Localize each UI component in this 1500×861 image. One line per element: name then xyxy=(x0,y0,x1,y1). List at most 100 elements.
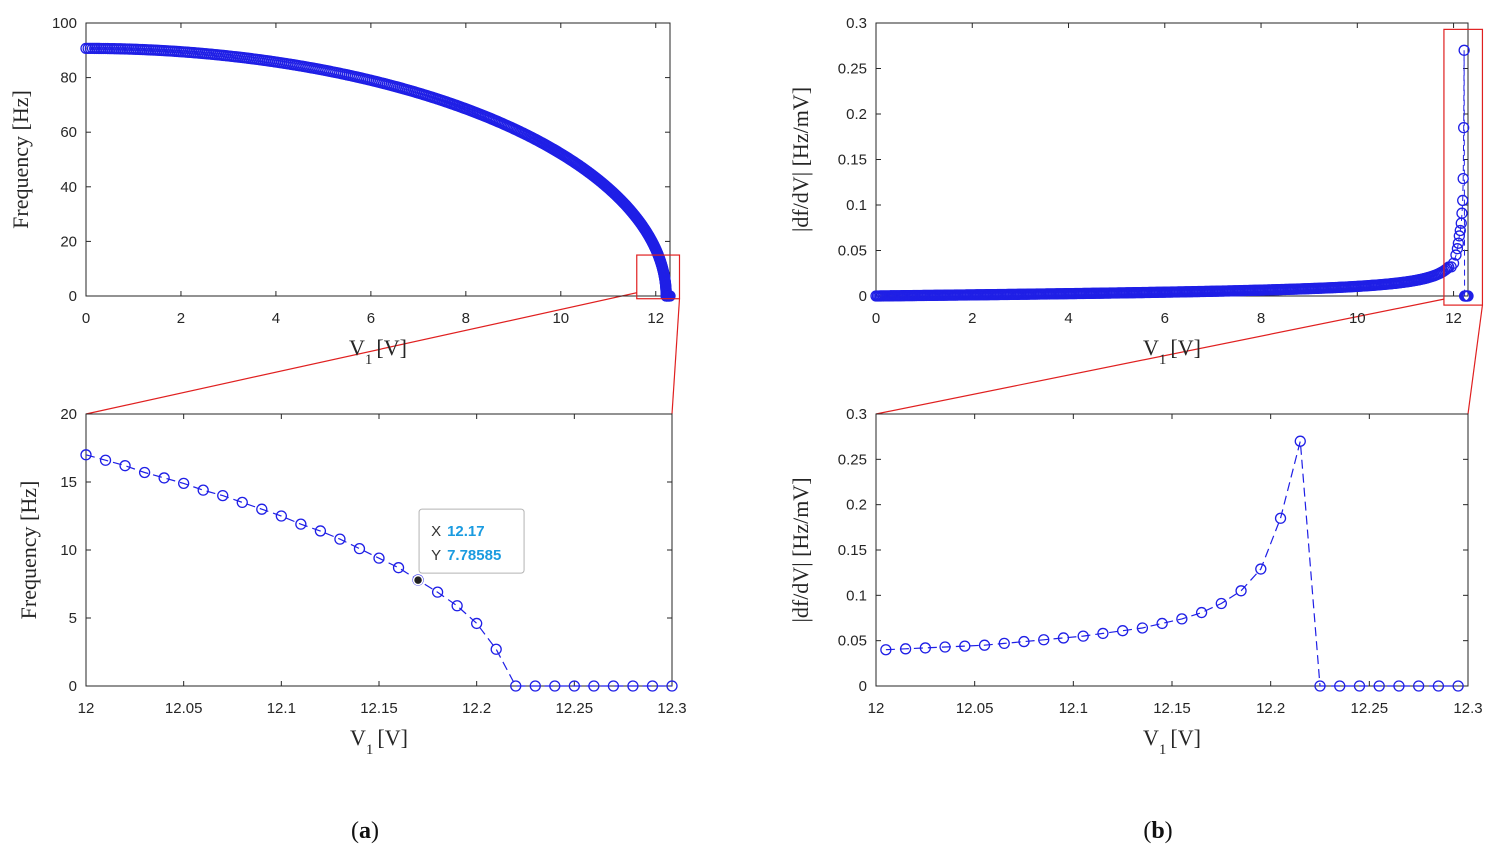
x-tick-label: 12.25 xyxy=(556,700,594,717)
data-point xyxy=(471,617,483,630)
series-b-zoom xyxy=(880,435,1464,692)
y-tick-label: 20 xyxy=(60,406,77,423)
x-axis-label-a-zoom: V1 [V] xyxy=(350,725,408,758)
x-tick-label: 12.1 xyxy=(1059,700,1088,717)
x-tick-label: 12 xyxy=(78,700,95,717)
x-tick-label: 6 xyxy=(1161,310,1169,327)
data-point xyxy=(1451,243,1464,255)
data-point xyxy=(1456,207,1468,219)
chart-b-top: 0 2 4 6 8 10 12 0 0.05 0.1 0.15 0.2 0.25 0.3 |df/dV| … xyxy=(788,15,1484,368)
plot-area-b-zoom xyxy=(875,413,1469,687)
data-point xyxy=(666,680,678,692)
x-axis-label-b-top: V1 [V] xyxy=(1143,335,1201,368)
data-point xyxy=(236,496,248,509)
x-tick-label: 12 xyxy=(868,700,885,717)
data-point xyxy=(1452,680,1464,692)
ticks-a-zoom: 12 12.05 12.1 12.15 12.2 12.25 12.3 0 5 10 15 20 xyxy=(60,406,686,717)
data-point xyxy=(568,680,580,692)
y-tick-label: 0 xyxy=(859,288,867,305)
series-line xyxy=(85,454,672,687)
zoom-box xyxy=(1443,28,1484,306)
data-point xyxy=(431,586,444,598)
x-tick-label: 12.1 xyxy=(267,700,296,717)
data-point xyxy=(1294,435,1306,447)
zoom-connector xyxy=(85,292,637,415)
data-point xyxy=(158,472,170,484)
data-point xyxy=(1057,632,1070,644)
data-point xyxy=(529,680,541,692)
y-tick-label: 0.25 xyxy=(838,451,867,468)
data-point xyxy=(1255,563,1267,575)
x-tick-label: 2 xyxy=(968,310,976,327)
y-tick-label: 0.2 xyxy=(846,106,867,123)
data-point xyxy=(1136,622,1149,634)
data-point xyxy=(138,466,151,479)
data-point xyxy=(1195,606,1208,619)
data-point xyxy=(1393,680,1405,692)
data-point xyxy=(99,454,112,466)
data-point xyxy=(1176,613,1188,625)
data-point xyxy=(295,518,307,530)
data-point xyxy=(549,680,561,692)
data-point xyxy=(1215,597,1227,610)
x-tick-label: 12 xyxy=(647,310,664,327)
series-a-top xyxy=(80,42,681,302)
data-point xyxy=(1452,237,1465,249)
data-point xyxy=(1274,512,1287,524)
data-point xyxy=(998,637,1010,650)
data-point xyxy=(607,680,620,692)
plot-area-a-top xyxy=(85,22,671,297)
y-tick-label: 40 xyxy=(60,179,77,196)
data-point xyxy=(373,552,385,564)
data-point xyxy=(1156,617,1168,630)
y-tick-label: 0.25 xyxy=(838,61,867,78)
zoom-box xyxy=(636,254,681,300)
data-point xyxy=(919,642,931,654)
data-point xyxy=(119,460,131,472)
caption-b: (b) xyxy=(1143,818,1172,844)
data-point xyxy=(978,639,991,651)
y-tick-label: 80 xyxy=(60,70,77,87)
data-tip[interactable]: X 12.17 Y 7.78585 xyxy=(412,508,525,586)
y-tick-label: 0.05 xyxy=(838,243,867,260)
x-tick-label: 12.3 xyxy=(1453,700,1482,717)
x-tick-label: 12.25 xyxy=(1351,700,1389,717)
y-tick-label: 0 xyxy=(69,678,77,695)
y-tick-label: 20 xyxy=(60,233,77,250)
y-tick-label: 15 xyxy=(60,474,77,491)
caption-a: (a) xyxy=(351,818,379,844)
data-point xyxy=(256,503,268,515)
y-tick-label: 10 xyxy=(60,542,77,559)
y-axis-label-b-zoom: |df/dV| [Hz/mV] xyxy=(788,477,813,622)
x-tick-label: 12.15 xyxy=(1153,700,1191,717)
data-point xyxy=(1413,680,1425,692)
data-point xyxy=(939,641,951,653)
data-point xyxy=(588,680,600,692)
data-point xyxy=(1458,122,1470,134)
data-point xyxy=(1077,630,1089,642)
y-tick-label: 100 xyxy=(52,15,77,32)
data-point xyxy=(627,680,639,692)
x-tick-label: 0 xyxy=(872,310,880,327)
data-point xyxy=(353,542,366,555)
plot-area-a-zoom xyxy=(85,413,673,687)
data-point xyxy=(217,489,229,502)
data-point xyxy=(899,643,912,655)
x-axis-label-b-zoom: V1 [V] xyxy=(1143,725,1201,758)
zoom-connector xyxy=(1467,305,1484,415)
data-point xyxy=(1440,263,1452,276)
y-tick-label: 0.1 xyxy=(846,587,867,604)
data-point xyxy=(1373,680,1385,692)
data-point xyxy=(490,643,502,655)
y-tick-label: 0.3 xyxy=(846,15,867,32)
data-point xyxy=(1432,680,1445,692)
data-point xyxy=(1235,585,1247,597)
x-tick-label: 12.3 xyxy=(657,700,686,717)
x-tick-label: 12.2 xyxy=(462,700,491,717)
data-point xyxy=(1458,44,1470,56)
y-tick-label: 0.2 xyxy=(846,497,867,514)
x-tick-label: 12.2 xyxy=(1256,700,1285,717)
x-tick-label: 0 xyxy=(82,310,90,327)
data-point xyxy=(1457,194,1469,207)
x-tick-label: 12.05 xyxy=(956,700,994,717)
